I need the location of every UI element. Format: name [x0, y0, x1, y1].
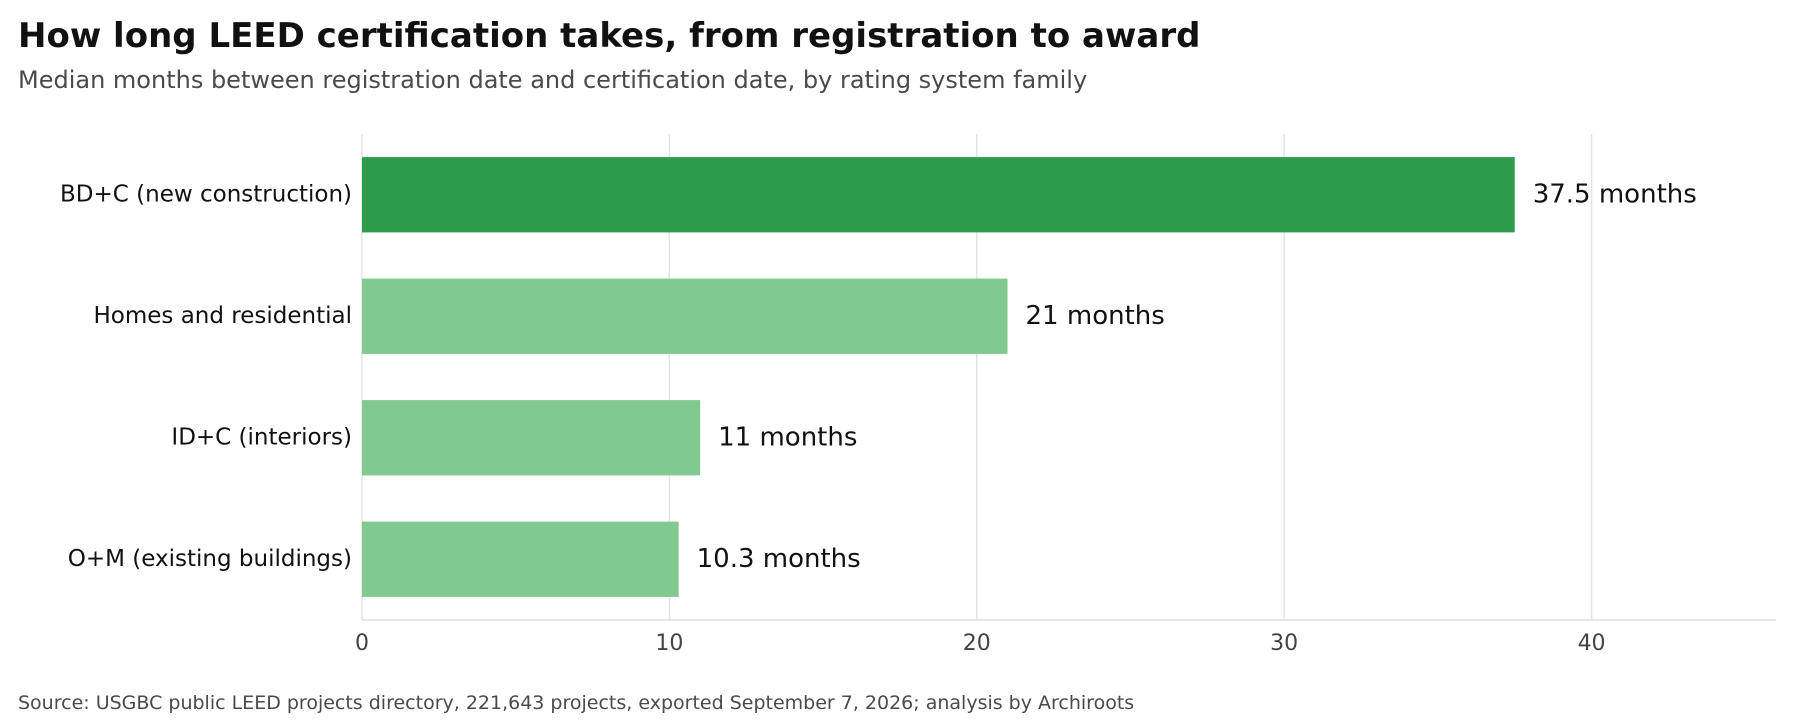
category-label: ID+C (interiors) — [171, 424, 352, 450]
labels: BD+C (new construction) 37.5 months Homes … — [60, 179, 1697, 574]
value-label: 21 months — [1026, 301, 1165, 331]
chart-subtitle: Median months between registration date … — [18, 66, 1088, 94]
value-label: 11 months — [718, 422, 857, 452]
bars — [362, 157, 1515, 597]
x-tick-label: 30 — [1270, 631, 1298, 656]
x-tick-label: 10 — [655, 631, 683, 656]
x-tick-label: 0 — [355, 631, 369, 656]
category-label: Homes and residential — [94, 303, 353, 329]
value-label: 37.5 months — [1533, 179, 1697, 209]
bar — [362, 521, 679, 597]
category-label: BD+C (new construction) — [60, 181, 352, 207]
source-note: Source: USGBC public LEED projects direc… — [18, 692, 1135, 714]
value-label: 10.3 months — [697, 544, 861, 574]
bar — [362, 400, 701, 476]
category-label: O+M (existing buildings) — [68, 546, 352, 572]
x-tick-label: 20 — [963, 631, 991, 656]
bar — [362, 278, 1008, 354]
x-tick-label: 40 — [1578, 631, 1606, 656]
bar — [362, 157, 1515, 233]
x-axis: 0 10 20 30 40 — [355, 619, 1776, 656]
chart-title: How long LEED certification takes, from … — [18, 16, 1201, 56]
